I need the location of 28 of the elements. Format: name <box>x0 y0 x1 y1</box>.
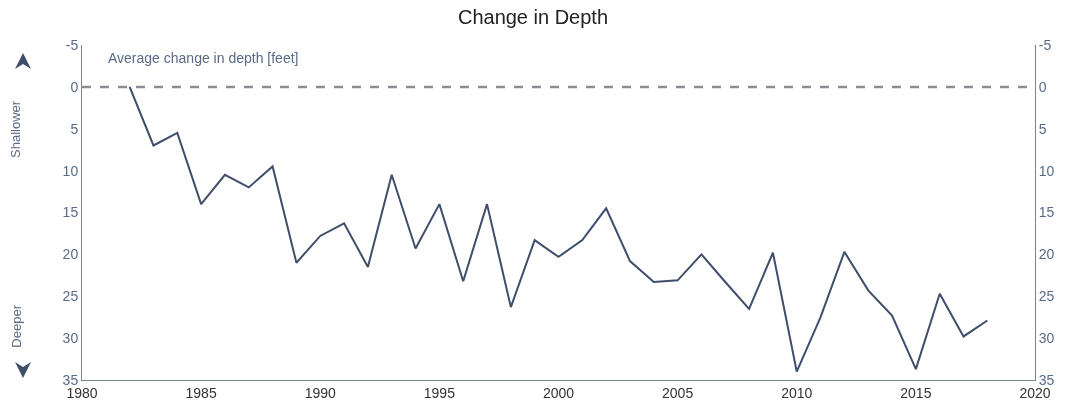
line-series <box>128 85 989 373</box>
y-tick-label: 20 <box>62 246 79 263</box>
y-tick-label: 5 <box>70 120 79 137</box>
chart-title: Change in Depth <box>457 6 609 29</box>
y2-tick-label: 5 <box>1038 120 1047 137</box>
x-tick-label: 1995 <box>423 384 456 401</box>
annotation: Average change in depth [feet] <box>108 50 299 66</box>
y2-tick-label: 0 <box>1038 78 1047 95</box>
x-tick-label: 2010 <box>781 384 813 401</box>
y-tick-label: 30 <box>62 330 79 347</box>
y-tick-label: 0 <box>70 78 79 95</box>
y2-tick-label: 30 <box>1038 330 1055 347</box>
y2-tick-label: -5 <box>1038 36 1052 53</box>
x-tick-label: 1985 <box>185 384 217 401</box>
x-tick-label: 2015 <box>900 384 932 401</box>
text: Deeper <box>8 304 24 348</box>
x-tick-label: 1990 <box>304 384 337 401</box>
y-tick-label: 15 <box>62 204 79 221</box>
y-tick-label: -5 <box>65 36 79 53</box>
y2-tick-label: 25 <box>1038 288 1055 305</box>
y-tick-label: 10 <box>62 162 79 179</box>
text: Shallower <box>8 100 24 158</box>
y-tick-label: 25 <box>62 288 79 305</box>
x-tick-label: 2005 <box>662 384 694 401</box>
y2-tick-label: 15 <box>1038 204 1055 221</box>
y2-tick-label: 20 <box>1038 246 1055 263</box>
x-tick-label: 2000 <box>542 384 575 401</box>
y2-tick-label: 10 <box>1038 162 1055 179</box>
